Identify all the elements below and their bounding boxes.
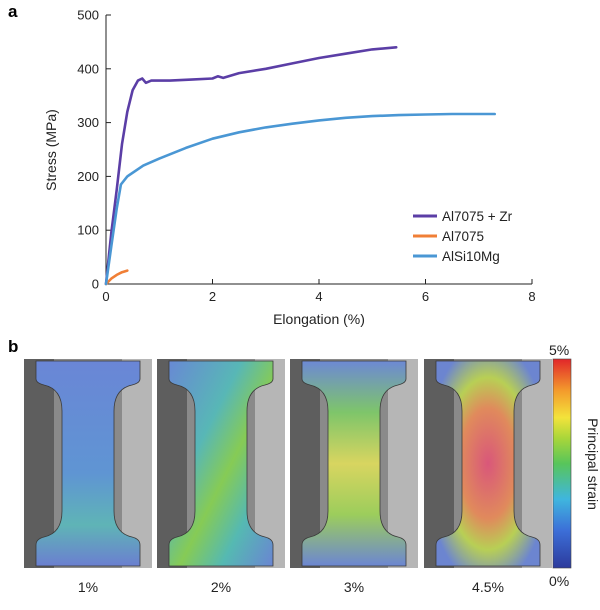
grip-shadow-left [290, 359, 320, 568]
series-line-alsi10mg [104, 112, 496, 286]
chart-legend: Al7075 + Zr Al7075 AlSi10Mg [413, 209, 513, 264]
strain-map-1 [24, 359, 152, 568]
x-tick-label: 0 [102, 289, 109, 304]
grip-shadow-left [24, 359, 54, 568]
colorbar-gradient [552, 358, 572, 569]
y-tick-label: 200 [77, 169, 99, 184]
specimen-outline [301, 360, 407, 567]
strain-map-3 [290, 359, 418, 568]
strain-map-2 [157, 359, 285, 568]
strain-map-caption: 1% [78, 579, 98, 595]
grip-shadow-left [424, 359, 454, 568]
legend-label-al7075: Al7075 [442, 229, 484, 244]
series-line-al7075 [104, 269, 129, 286]
grip-shadow-right [522, 359, 552, 568]
colorbar-title: Principal strain [585, 418, 600, 510]
legend-label-al7075-zr: Al7075 + Zr [442, 209, 513, 224]
panel-letter-a: a [8, 2, 18, 21]
strain-colorbar: 5% 0% Principal strain [549, 342, 600, 589]
strain-map-images: 1% 2% 3% 4.5% [24, 359, 552, 595]
strain-map-4 [424, 359, 552, 568]
series-lines [104, 46, 496, 286]
x-axis-title: Elongation (%) [273, 311, 365, 327]
series-line-al7075-zr [104, 46, 398, 286]
specimen-outline [168, 360, 274, 567]
panel-letter-b: b [8, 337, 18, 356]
specimen-outline [435, 360, 541, 567]
y-tick-label: 400 [77, 61, 99, 76]
grip-shadow-left [157, 359, 187, 568]
strain-map-caption: 3% [344, 579, 364, 595]
y-tick-label: 300 [77, 115, 99, 130]
strain-map-caption: 4.5% [472, 579, 504, 595]
x-tick-label: 4 [315, 289, 322, 304]
y-tick-label: 0 [92, 277, 99, 292]
specimen-outline [35, 360, 141, 567]
grip-shadow-right [122, 359, 152, 568]
grip-shadow-right [255, 359, 285, 568]
x-tick-label: 6 [422, 289, 429, 304]
grip-shadow-right [388, 359, 418, 568]
x-ticks: 0 2 4 6 8 [102, 279, 536, 304]
y-tick-label: 500 [77, 8, 99, 23]
x-tick-label: 2 [209, 289, 216, 304]
colorbar-max-label: 5% [549, 342, 569, 358]
legend-label-alsi10mg: AlSi10Mg [442, 249, 500, 264]
y-axis-title: Stress (MPa) [43, 109, 59, 191]
stress-strain-chart: 0 100 200 300 400 500 0 2 4 6 8 Stress (MPa) Elon… [43, 8, 536, 328]
colorbar-min-label: 0% [549, 573, 569, 589]
y-tick-label: 100 [77, 223, 99, 238]
y-ticks: 0 100 200 300 400 500 [77, 8, 111, 292]
x-tick-label: 8 [528, 289, 535, 304]
strain-map-caption: 2% [211, 579, 231, 595]
